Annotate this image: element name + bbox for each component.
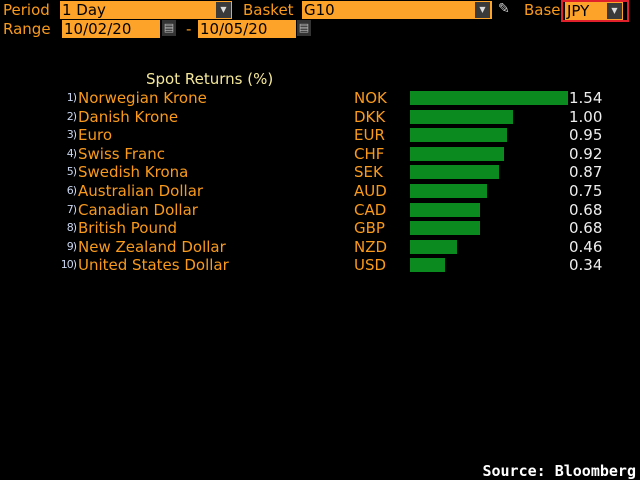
currency-code: GBP xyxy=(354,219,385,238)
range-start-value: 10/02/20 xyxy=(64,20,132,38)
return-bar xyxy=(410,128,508,143)
currency-code: NZD xyxy=(354,237,388,256)
currency-code: NOK xyxy=(354,89,387,107)
currency-name: Australian Dollar xyxy=(78,182,204,200)
row-number: 1) xyxy=(66,91,77,104)
range-end-input[interactable]: 10/05/20 xyxy=(198,20,296,38)
currency-name: Danish Krone xyxy=(78,107,179,126)
return-bar xyxy=(410,202,480,217)
calendar-icon[interactable]: ▤ xyxy=(297,20,311,36)
row-number: 2) xyxy=(66,109,77,123)
row-number: 9) xyxy=(66,239,77,253)
currency-name: British Pound xyxy=(78,219,177,238)
range-start-input[interactable]: 10/02/20 xyxy=(62,20,160,38)
range-end-value: 10/05/20 xyxy=(200,20,268,38)
table-row[interactable]: 10) United States Dollar USD 0.34 xyxy=(0,256,640,274)
currency-code: USD xyxy=(354,256,387,275)
table-row[interactable]: 5) Swedish Krona SEK 0.87 xyxy=(0,163,640,181)
row-number: 7) xyxy=(66,202,77,216)
currency-name: Canadian Dollar xyxy=(78,200,198,219)
chevron-down-icon[interactable]: ▼ xyxy=(475,2,490,18)
base-value: JPY xyxy=(567,2,590,20)
table-row[interactable]: 2) Danish Krone DKK 1.00 xyxy=(0,108,640,126)
chevron-down-icon[interactable]: ▼ xyxy=(607,3,622,19)
return-bar xyxy=(410,239,458,254)
currency-code: CHF xyxy=(354,144,385,163)
return-value: 0.68 xyxy=(569,200,603,219)
currency-name: New Zealand Dollar xyxy=(78,237,226,256)
return-value: 0.68 xyxy=(569,219,603,238)
period-value: 1 Day xyxy=(62,1,106,19)
currency-code: DKK xyxy=(354,107,386,126)
period-label: Period xyxy=(3,1,50,19)
return-bar xyxy=(410,165,500,180)
table-row[interactable]: 1) Norwegian Krone NOK 1.54 xyxy=(0,89,640,107)
currency-name: Swiss Franc xyxy=(78,144,166,163)
return-bar xyxy=(410,91,568,105)
currency-name: Norwegian Krone xyxy=(78,89,207,107)
base-label: Base xyxy=(524,1,561,19)
return-bar xyxy=(410,109,513,124)
pencil-icon[interactable]: ✎ xyxy=(498,1,510,17)
basket-select[interactable]: G10 xyxy=(302,1,492,19)
table-row[interactable]: 4) Swiss Franc CHF 0.92 xyxy=(0,145,640,163)
row-number: 6) xyxy=(66,184,77,197)
return-value: 0.46 xyxy=(569,237,603,256)
table-row[interactable]: 9) New Zealand Dollar NZD 0.46 xyxy=(0,238,640,256)
return-value: 1.00 xyxy=(569,107,603,126)
return-bar xyxy=(410,184,487,198)
range-separator: - xyxy=(186,20,192,38)
return-value: 0.95 xyxy=(569,126,603,145)
source-label: Source: Bloomberg xyxy=(482,462,636,480)
range-label: Range xyxy=(3,20,51,38)
table-row[interactable]: 8) British Pound GBP 0.68 xyxy=(0,219,640,237)
currency-code: CAD xyxy=(354,200,387,219)
row-number: 5) xyxy=(66,165,77,179)
table-row[interactable]: 7) Canadian Dollar CAD 0.68 xyxy=(0,201,640,219)
return-bar xyxy=(410,221,480,236)
return-value: 0.87 xyxy=(569,163,603,182)
currency-code: AUD xyxy=(354,182,387,200)
basket-label: Basket xyxy=(243,1,294,19)
period-select[interactable]: 1 Day xyxy=(60,1,232,19)
currency-name: United States Dollar xyxy=(78,256,229,275)
row-number: 4) xyxy=(66,146,77,160)
return-value: 0.34 xyxy=(569,256,603,275)
currency-code: SEK xyxy=(354,163,383,182)
base-highlight xyxy=(561,0,629,22)
basket-value: G10 xyxy=(304,1,335,19)
return-bar xyxy=(410,146,505,161)
chevron-down-icon[interactable]: ▼ xyxy=(216,2,231,18)
return-bar xyxy=(410,258,445,273)
table-row[interactable]: 3) Euro EUR 0.95 xyxy=(0,126,640,144)
table-row[interactable]: 6) Australian Dollar AUD 0.75 xyxy=(0,182,640,200)
currency-name: Swedish Krona xyxy=(78,163,189,182)
row-number: 10) xyxy=(60,258,77,272)
row-number: 8) xyxy=(66,221,77,235)
chart-title: Spot Returns (%) xyxy=(146,70,274,88)
currency-code: EUR xyxy=(354,126,385,145)
row-number: 3) xyxy=(66,128,77,142)
return-value: 0.92 xyxy=(569,144,603,163)
calendar-icon[interactable]: ▤ xyxy=(162,20,176,36)
return-value: 1.54 xyxy=(569,89,603,107)
currency-name: Euro xyxy=(78,126,112,145)
return-value: 0.75 xyxy=(569,182,603,200)
